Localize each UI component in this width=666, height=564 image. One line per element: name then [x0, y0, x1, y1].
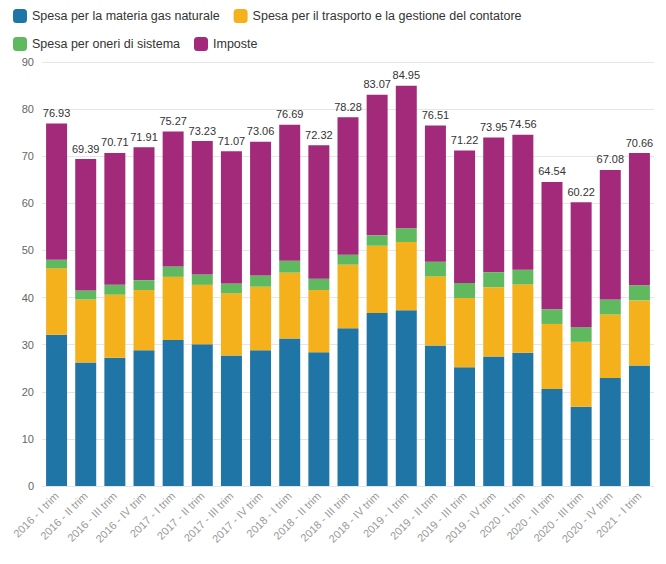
svg-text:71.22: 71.22 [451, 134, 479, 146]
svg-text:90: 90 [22, 56, 34, 68]
svg-text:2019 - I trim: 2019 - I trim [360, 489, 411, 540]
svg-text:69.39: 69.39 [72, 143, 100, 155]
svg-text:83.07: 83.07 [363, 78, 391, 90]
svg-text:2018 - II trim: 2018 - II trim [271, 489, 324, 542]
svg-text:67.08: 67.08 [597, 153, 625, 165]
svg-text:2016 - II trim: 2016 - II trim [37, 489, 90, 542]
svg-text:70.71: 70.71 [101, 136, 129, 148]
svg-text:2018 - IV trim: 2018 - IV trim [326, 489, 382, 545]
svg-text:80: 80 [22, 103, 34, 115]
svg-text:Imposte: Imposte [213, 37, 258, 51]
svg-text:71.91: 71.91 [130, 131, 158, 143]
svg-text:2018 - III trim: 2018 - III trim [298, 490, 352, 544]
svg-text:84.95: 84.95 [393, 69, 421, 81]
svg-text:70: 70 [22, 150, 34, 162]
svg-text:78.28: 78.28 [334, 101, 362, 113]
svg-text:75.27: 75.27 [159, 115, 187, 127]
svg-text:20: 20 [22, 386, 34, 398]
svg-text:10: 10 [22, 433, 34, 445]
svg-text:72.32: 72.32 [305, 129, 333, 141]
svg-text:71.07: 71.07 [218, 135, 246, 147]
svg-text:Spesa per la materia gas natur: Spesa per la materia gas naturale [32, 9, 220, 23]
svg-text:2017 - I trim: 2017 - I trim [127, 489, 178, 540]
svg-text:50: 50 [22, 244, 34, 256]
svg-text:2018 - I trim: 2018 - I trim [244, 489, 294, 540]
svg-text:64.54: 64.54 [538, 165, 566, 177]
svg-text:2016 - III trim: 2016 - III trim [65, 490, 119, 544]
svg-text:2020 - I trim: 2020 - I trim [477, 489, 528, 540]
svg-text:60: 60 [22, 197, 34, 209]
svg-text:Spesa per il trasporto e la ge: Spesa per il trasporto e la gestione del… [253, 9, 522, 23]
svg-text:73.95: 73.95 [480, 121, 508, 133]
svg-text:2020 - III trim: 2020 - III trim [531, 490, 585, 544]
svg-text:2017 - III trim: 2017 - III trim [181, 490, 235, 544]
svg-text:Spesa per oneri di sistema: Spesa per oneri di sistema [32, 37, 180, 51]
svg-text:73.06: 73.06 [247, 125, 275, 137]
svg-text:76.93: 76.93 [43, 107, 71, 119]
svg-text:2019 - IV trim: 2019 - IV trim [442, 489, 498, 545]
svg-text:30: 30 [22, 339, 34, 351]
svg-text:2019 - II trim: 2019 - II trim [387, 489, 440, 542]
svg-text:2019 - III trim: 2019 - III trim [415, 490, 469, 544]
svg-text:74.56: 74.56 [509, 118, 537, 130]
svg-text:73.23: 73.23 [189, 125, 217, 137]
svg-text:2017 - IV trim: 2017 - IV trim [209, 489, 265, 545]
svg-text:76.51: 76.51 [422, 109, 450, 121]
svg-text:2020 - II trim: 2020 - II trim [504, 489, 557, 542]
svg-text:60.22: 60.22 [567, 186, 595, 198]
svg-text:76.69: 76.69 [276, 108, 304, 120]
svg-text:40: 40 [22, 292, 34, 304]
svg-text:0: 0 [28, 480, 34, 492]
svg-text:2016 - I trim: 2016 - I trim [10, 489, 61, 540]
svg-text:2021 - I trim: 2021 - I trim [594, 490, 644, 540]
svg-text:2016 - IV trim: 2016 - IV trim [93, 489, 149, 545]
svg-text:2020 - IV trim: 2020 - IV trim [559, 489, 615, 545]
svg-text:70.66: 70.66 [626, 137, 654, 149]
svg-text:2017 - II trim: 2017 - II trim [154, 489, 207, 542]
